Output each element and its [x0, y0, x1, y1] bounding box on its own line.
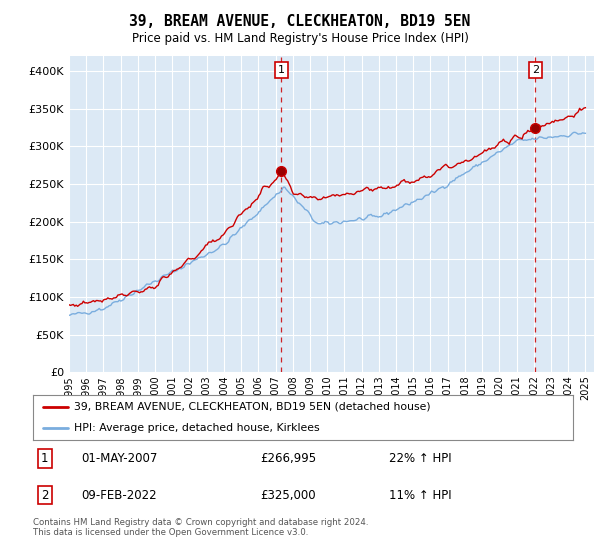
- Text: 09-FEB-2022: 09-FEB-2022: [82, 488, 157, 502]
- Text: HPI: Average price, detached house, Kirklees: HPI: Average price, detached house, Kirk…: [74, 422, 319, 432]
- Text: £266,995: £266,995: [260, 451, 316, 465]
- Text: Price paid vs. HM Land Registry's House Price Index (HPI): Price paid vs. HM Land Registry's House …: [131, 32, 469, 45]
- Text: 1: 1: [278, 65, 285, 75]
- Text: 11% ↑ HPI: 11% ↑ HPI: [389, 488, 452, 502]
- Text: 2: 2: [532, 65, 539, 75]
- Text: Contains HM Land Registry data © Crown copyright and database right 2024.
This d: Contains HM Land Registry data © Crown c…: [33, 518, 368, 538]
- Text: 22% ↑ HPI: 22% ↑ HPI: [389, 451, 452, 465]
- Text: 1: 1: [41, 451, 49, 465]
- Text: 2: 2: [41, 488, 49, 502]
- Text: 39, BREAM AVENUE, CLECKHEATON, BD19 5EN: 39, BREAM AVENUE, CLECKHEATON, BD19 5EN: [130, 14, 470, 29]
- Text: 01-MAY-2007: 01-MAY-2007: [82, 451, 158, 465]
- Text: 39, BREAM AVENUE, CLECKHEATON, BD19 5EN (detached house): 39, BREAM AVENUE, CLECKHEATON, BD19 5EN …: [74, 402, 430, 412]
- Text: £325,000: £325,000: [260, 488, 316, 502]
